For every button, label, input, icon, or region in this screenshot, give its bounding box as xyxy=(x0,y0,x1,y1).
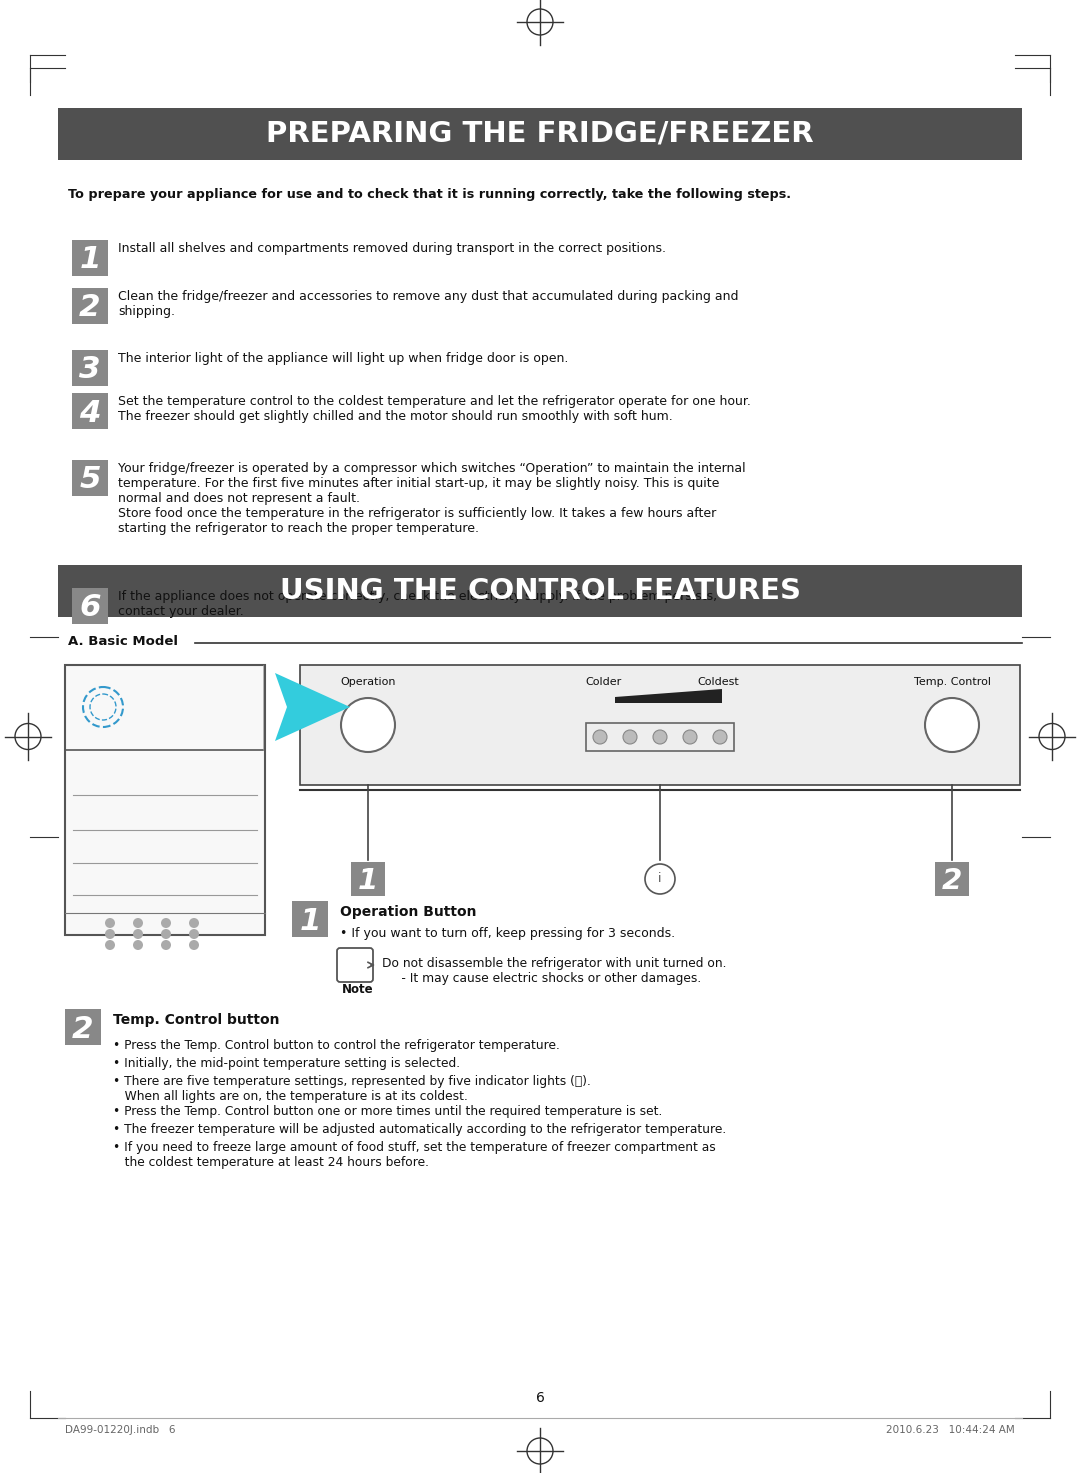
Circle shape xyxy=(161,940,171,950)
Text: 2: 2 xyxy=(72,1015,94,1043)
Circle shape xyxy=(105,918,114,928)
Circle shape xyxy=(189,929,199,938)
Text: PREPARING THE FRIDGE/FREEZER: PREPARING THE FRIDGE/FREEZER xyxy=(266,119,814,147)
Text: • If you want to turn off, keep pressing for 3 seconds.: • If you want to turn off, keep pressing… xyxy=(340,927,675,940)
Text: Temp. Control button: Temp. Control button xyxy=(113,1013,280,1027)
Text: Operation Button: Operation Button xyxy=(340,904,476,919)
FancyBboxPatch shape xyxy=(72,289,108,324)
Text: 1: 1 xyxy=(299,906,321,935)
Circle shape xyxy=(105,940,114,950)
Text: Operation: Operation xyxy=(340,678,395,686)
Text: 2010.6.23   10:44:24 AM: 2010.6.23 10:44:24 AM xyxy=(887,1424,1015,1435)
FancyBboxPatch shape xyxy=(72,460,108,496)
Text: The interior light of the appliance will light up when fridge door is open.: The interior light of the appliance will… xyxy=(118,352,568,365)
Polygon shape xyxy=(275,673,350,741)
Text: 5: 5 xyxy=(79,465,100,495)
Circle shape xyxy=(161,929,171,938)
Text: 4: 4 xyxy=(79,399,100,427)
Text: USING THE CONTROL FEATURES: USING THE CONTROL FEATURES xyxy=(280,577,800,605)
Text: 3: 3 xyxy=(79,355,100,384)
Circle shape xyxy=(133,940,143,950)
Circle shape xyxy=(713,731,727,744)
Text: 6: 6 xyxy=(536,1391,544,1405)
FancyBboxPatch shape xyxy=(72,393,108,429)
Text: A. Basic Model: A. Basic Model xyxy=(68,635,178,648)
Text: Temp. Control: Temp. Control xyxy=(914,678,990,686)
Text: 1: 1 xyxy=(357,868,378,896)
Circle shape xyxy=(924,698,978,753)
Text: If the appliance does not operate correctly, check the electricity supply. If th: If the appliance does not operate correc… xyxy=(118,591,717,619)
Text: 6: 6 xyxy=(79,594,100,623)
Circle shape xyxy=(133,929,143,938)
Text: 2: 2 xyxy=(79,293,100,323)
Circle shape xyxy=(133,918,143,928)
Text: • If you need to freeze large amount of food stuff, set the temperature of freez: • If you need to freeze large amount of … xyxy=(113,1142,716,1170)
Text: Do not disassemble the refrigerator with unit turned on.
     - It may cause ele: Do not disassemble the refrigerator with… xyxy=(382,957,727,985)
Circle shape xyxy=(653,731,667,744)
Polygon shape xyxy=(615,689,723,703)
Text: i: i xyxy=(658,872,662,885)
Text: 1: 1 xyxy=(79,246,100,274)
Circle shape xyxy=(341,698,395,753)
FancyBboxPatch shape xyxy=(72,240,108,275)
Text: Note: Note xyxy=(342,982,374,996)
Text: Coldest: Coldest xyxy=(697,678,739,686)
Circle shape xyxy=(593,731,607,744)
Text: • Press the Temp. Control button to control the refrigerator temperature.: • Press the Temp. Control button to cont… xyxy=(113,1038,559,1052)
Text: • Initially, the mid-point temperature setting is selected.: • Initially, the mid-point temperature s… xyxy=(113,1058,460,1069)
Circle shape xyxy=(189,940,199,950)
FancyBboxPatch shape xyxy=(65,664,265,935)
Text: Install all shelves and compartments removed during transport in the correct pos: Install all shelves and compartments rem… xyxy=(118,242,666,255)
Text: To prepare your appliance for use and to check that it is running correctly, tak: To prepare your appliance for use and to… xyxy=(68,189,791,200)
FancyBboxPatch shape xyxy=(292,901,328,937)
Text: Colder: Colder xyxy=(585,678,622,686)
Text: • Press the Temp. Control button one or more times until the required temperatur: • Press the Temp. Control button one or … xyxy=(113,1105,662,1118)
Circle shape xyxy=(189,918,199,928)
FancyBboxPatch shape xyxy=(300,664,1020,785)
FancyBboxPatch shape xyxy=(58,566,1022,617)
Circle shape xyxy=(623,731,637,744)
FancyBboxPatch shape xyxy=(65,1009,102,1044)
FancyBboxPatch shape xyxy=(935,862,969,896)
Text: 2: 2 xyxy=(942,868,962,896)
Circle shape xyxy=(105,929,114,938)
Text: Set the temperature control to the coldest temperature and let the refrigerator : Set the temperature control to the colde… xyxy=(118,395,751,423)
FancyBboxPatch shape xyxy=(72,588,108,625)
FancyBboxPatch shape xyxy=(58,108,1022,161)
Text: • The freezer temperature will be adjusted automatically according to the refrig: • The freezer temperature will be adjust… xyxy=(113,1122,726,1136)
Circle shape xyxy=(161,918,171,928)
Text: • There are five temperature settings, represented by five indicator lights (ⓘ).: • There are five temperature settings, r… xyxy=(113,1075,591,1103)
Circle shape xyxy=(683,731,697,744)
Text: Your fridge/freezer is operated by a compressor which switches “Operation” to ma: Your fridge/freezer is operated by a com… xyxy=(118,463,745,535)
FancyBboxPatch shape xyxy=(72,351,108,386)
Text: Clean the fridge/freezer and accessories to remove any dust that accumulated dur: Clean the fridge/freezer and accessories… xyxy=(118,290,739,318)
Text: DA99-01220J.indb   6: DA99-01220J.indb 6 xyxy=(65,1424,175,1435)
FancyBboxPatch shape xyxy=(351,862,384,896)
